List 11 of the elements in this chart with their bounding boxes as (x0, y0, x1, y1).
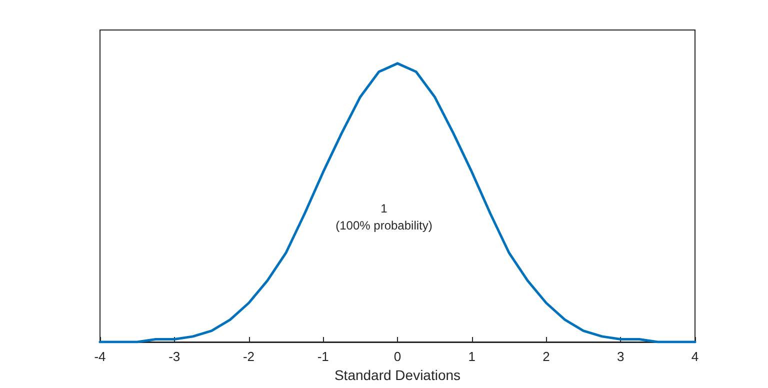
x-tick-label: 2 (542, 349, 550, 364)
x-tick-label: -1 (317, 349, 329, 364)
annotation: 1 (100% probability) (336, 202, 432, 232)
x-tick-label: -2 (242, 349, 255, 364)
x-tick-label: 0 (394, 349, 402, 364)
x-tick-label: -3 (168, 349, 180, 364)
x-axis-title: Standard Deviations (334, 366, 461, 383)
x-tick-label: 1 (468, 349, 476, 364)
x-tick-label: -4 (94, 349, 106, 364)
x-tick-label: 4 (691, 349, 699, 364)
x-tick-label: 3 (617, 349, 624, 364)
